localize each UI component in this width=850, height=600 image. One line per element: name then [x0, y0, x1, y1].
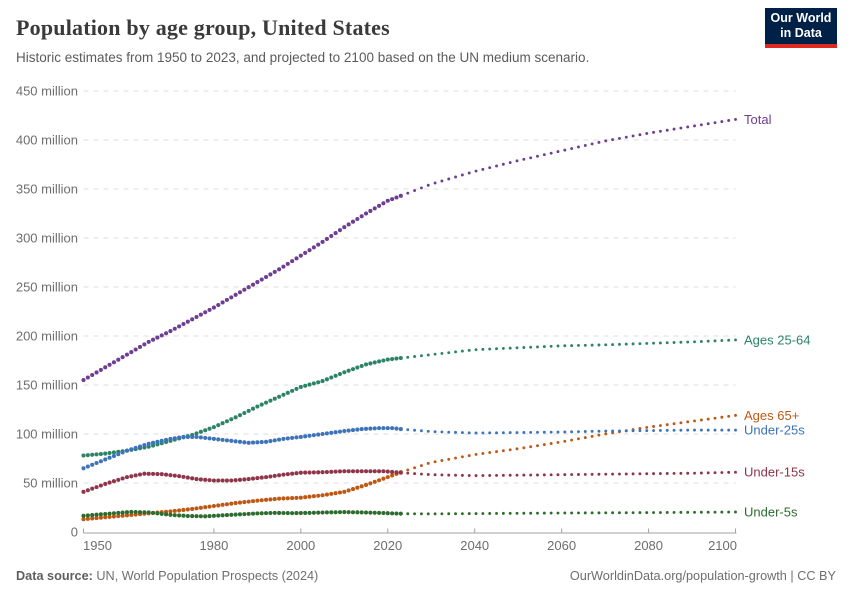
- footer-link[interactable]: OurWorldinData.org/population-growth | C…: [569, 569, 836, 583]
- x-tick-label: 2040: [460, 538, 489, 553]
- series-ages-25-64[interactable]: [81, 338, 737, 458]
- x-tick-label: 2020: [373, 538, 402, 553]
- y-tick-label: 450 million: [16, 84, 78, 99]
- x-tick-label: 2100: [708, 538, 737, 553]
- y-tick-label: 0: [71, 525, 78, 540]
- series-total[interactable]: [81, 117, 737, 383]
- series-label-ages-65[interactable]: Ages 65+: [744, 408, 799, 423]
- y-tick-label: 50 million: [23, 476, 78, 491]
- series-under-25s[interactable]: [81, 426, 737, 471]
- x-axis-labels: 1950 1980 2000 2020 2040 2060 2080 2100: [83, 538, 737, 553]
- x-tick-label: 1950: [83, 538, 112, 553]
- series-label-total[interactable]: Total: [744, 112, 772, 127]
- y-tick-label: 400 million: [16, 133, 78, 148]
- chart-footer: Data source: UN, World Population Prospe…: [16, 569, 836, 583]
- owid-logo[interactable]: Our World in Data: [765, 8, 837, 48]
- y-tick-label: 200 million: [16, 329, 78, 344]
- series-label-under-15s[interactable]: Under-15s: [744, 465, 805, 480]
- y-tick-label: 250 million: [16, 280, 78, 295]
- owid-logo-line1: Our World: [770, 10, 832, 25]
- series-label-ages-25-64[interactable]: Ages 25-64: [744, 332, 811, 347]
- series-label-under-5s[interactable]: Under-5s: [744, 505, 798, 520]
- x-tick-label: 2000: [286, 538, 315, 553]
- data-source-label: Data source:: [16, 569, 93, 583]
- y-axis-labels: 0 50 million 100 million 150 million 200 mil…: [16, 84, 78, 540]
- y-tick-label: 300 million: [16, 231, 78, 246]
- x-tick-label: 2060: [547, 538, 576, 553]
- chart-subtitle: Historic estimates from 1950 to 2023, an…: [16, 50, 590, 65]
- chart-title: Population by age group, United States: [16, 15, 390, 40]
- x-tick-label: 1980: [199, 538, 228, 553]
- data-source-note: Data source: UN, World Population Prospe…: [16, 569, 318, 583]
- series-under-15s[interactable]: [81, 469, 737, 494]
- series-under-5s[interactable]: [81, 509, 737, 519]
- series-label-under-25s[interactable]: Under-25s: [744, 423, 805, 438]
- x-tick-label: 2080: [634, 538, 663, 553]
- y-tick-label: 150 million: [16, 378, 78, 393]
- owid-logo-line2: in Data: [780, 26, 822, 40]
- y-tick-label: 100 million: [16, 427, 78, 442]
- series-ages-65[interactable]: [81, 413, 737, 522]
- y-gridlines: [83, 90, 736, 484]
- data-source-value: UN, World Population Prospects (2024): [92, 569, 319, 583]
- y-tick-label: 350 million: [16, 182, 78, 197]
- x-axis: [83, 528, 737, 534]
